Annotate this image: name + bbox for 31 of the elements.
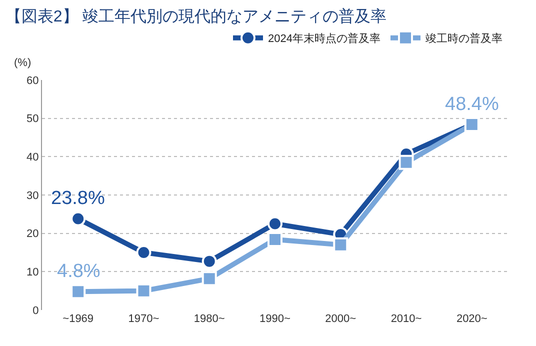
x-tick-label: 1980~ — [194, 313, 225, 325]
data-label: 48.4% — [445, 94, 499, 115]
y-tick-label: 0 — [32, 304, 39, 317]
point — [136, 245, 152, 260]
data-label: 23.8% — [51, 188, 105, 209]
point — [202, 271, 217, 286]
legend-label: 竣工時の普及率 — [425, 32, 502, 46]
point — [268, 232, 282, 247]
point — [398, 154, 414, 170]
x-tick-label: 2010~ — [390, 313, 422, 325]
y-tick-label: 10 — [26, 266, 39, 279]
y-tick-label: 30 — [26, 190, 39, 202]
point — [70, 211, 86, 226]
x-tick-label: 2000~ — [325, 313, 356, 325]
chart-title: 【図表2】 竣工年代別の現代的なアメニティの普及率 — [5, 8, 387, 26]
data-label: 4.8% — [57, 261, 100, 282]
x-tick-label: 1970~ — [128, 313, 160, 325]
x-tick-label: 1990~ — [260, 313, 290, 325]
point — [333, 237, 348, 252]
legend-label: 2024年末時点の普及率 — [268, 32, 380, 46]
point — [70, 284, 86, 300]
y-tick-label: 50 — [26, 113, 39, 126]
y-tick-label: 20 — [26, 228, 39, 240]
y-tick-label: 60 — [26, 74, 39, 87]
point — [202, 254, 217, 269]
y-axis-title: (%) — [14, 57, 32, 69]
y-tick-label: 40 — [26, 152, 39, 164]
x-tick-label: 2020~ — [456, 313, 488, 325]
point — [136, 283, 152, 298]
x-tick-label: ~1969 — [62, 313, 94, 325]
point — [268, 216, 282, 232]
